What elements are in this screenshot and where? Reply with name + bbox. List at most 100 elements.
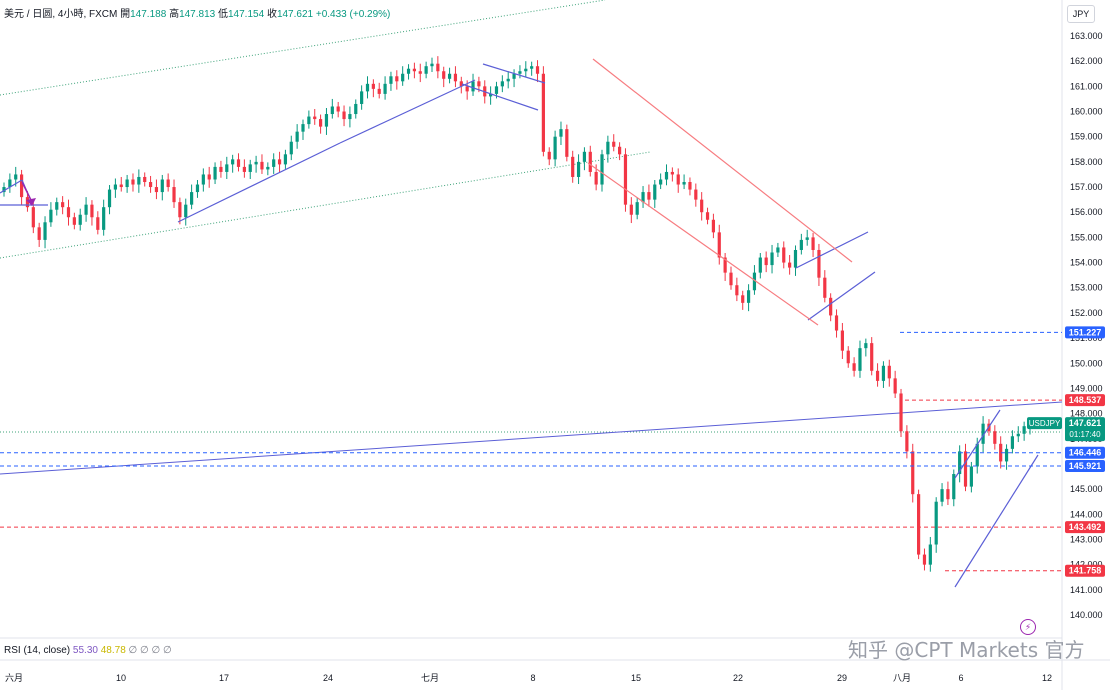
lightning-icon[interactable]: ⚡ xyxy=(1020,619,1036,635)
candle-body xyxy=(336,106,340,112)
candle-body xyxy=(37,227,41,240)
candle-body xyxy=(618,146,622,155)
candle-body xyxy=(735,285,739,296)
pattern-trendline xyxy=(807,271,876,321)
candle-body xyxy=(266,166,270,170)
y-tick-label: 140.000 xyxy=(1070,610,1103,620)
rsi-label: RSI (14, close) xyxy=(4,645,71,656)
currency-button[interactable]: JPY xyxy=(1067,5,1095,23)
candle-body xyxy=(125,179,129,188)
candle-body xyxy=(324,114,329,127)
candle-body xyxy=(612,141,616,147)
candle-body xyxy=(946,489,950,500)
candle-body xyxy=(770,252,774,266)
candle-body xyxy=(471,81,475,92)
candle-body xyxy=(746,290,751,303)
candle-body xyxy=(489,93,493,97)
candle-body xyxy=(565,129,569,157)
candle-body xyxy=(242,166,246,172)
price-tag-text: 151.227 xyxy=(1069,327,1102,337)
candle-body xyxy=(999,443,1003,462)
candle-body xyxy=(846,350,850,364)
candle-body xyxy=(84,204,88,215)
candle-body xyxy=(365,83,370,92)
candle-body xyxy=(231,159,235,165)
candle-body xyxy=(711,219,716,233)
candle-body xyxy=(154,187,159,193)
candle-body xyxy=(447,73,452,79)
open-value: 147.188 xyxy=(130,9,167,20)
candle-body xyxy=(78,214,82,225)
open-label: 開 xyxy=(120,9,131,20)
rsi-legend[interactable]: RSI (14, close) 55.30 48.78 ∅ ∅ ∅ ∅ xyxy=(4,645,172,656)
candle-body xyxy=(61,202,65,208)
candle-body xyxy=(166,179,170,188)
x-tick-label: 24 xyxy=(323,673,333,683)
candle-body xyxy=(606,141,610,155)
candle-body xyxy=(260,161,264,170)
candle-body xyxy=(647,192,651,200)
y-tick-label: 145.000 xyxy=(1070,484,1103,494)
y-tick-label: 150.000 xyxy=(1070,358,1103,368)
candle-body xyxy=(465,86,469,92)
candle-body xyxy=(905,431,909,452)
candle-body xyxy=(500,81,504,87)
symbol-tag-text: USDJPY xyxy=(1029,419,1061,428)
candle-body xyxy=(348,114,352,120)
price-tag xyxy=(1065,394,1105,407)
x-tick-label: 八月 xyxy=(893,673,911,683)
candle-body xyxy=(682,182,686,185)
y-tick-label: 153.000 xyxy=(1070,283,1103,293)
candle-body xyxy=(881,365,886,381)
candle-body xyxy=(1004,448,1009,462)
candle-body xyxy=(934,501,938,545)
candle-body xyxy=(1010,436,1015,449)
candle-body xyxy=(131,179,135,185)
candle-body xyxy=(184,204,188,218)
candle-body xyxy=(588,151,592,172)
candle-body xyxy=(975,443,979,467)
price-tag xyxy=(1065,446,1105,459)
pattern-trendline xyxy=(461,83,539,111)
candle-body xyxy=(377,88,381,94)
x-tick-label: 10 xyxy=(116,673,126,683)
candle-body xyxy=(547,151,551,160)
candle-body xyxy=(25,197,30,208)
candle-body xyxy=(893,378,897,394)
candle-body xyxy=(811,237,815,250)
candle-body xyxy=(477,81,481,87)
candle-body xyxy=(119,184,123,188)
candle-body xyxy=(864,343,868,349)
long-blue-trendline xyxy=(0,401,1063,475)
candle-body xyxy=(535,66,540,74)
high-value: 147.813 xyxy=(179,9,216,20)
y-tick-label: 157.000 xyxy=(1070,182,1103,192)
candle-body xyxy=(741,295,745,303)
candle-body xyxy=(90,204,94,218)
pattern-trendline xyxy=(177,142,341,223)
candle-body xyxy=(969,466,973,487)
candle-body xyxy=(559,129,563,137)
symbol-name[interactable]: 美元 / 日圆, 4小時, FXCM xyxy=(4,9,118,20)
candle-body xyxy=(530,66,534,69)
channel-lower-line xyxy=(587,162,819,326)
candle-body xyxy=(424,66,428,74)
candle-body xyxy=(805,237,809,240)
candle-body xyxy=(395,76,399,82)
price-tag-text: 148.537 xyxy=(1069,395,1102,405)
y-tick-label: 141.000 xyxy=(1070,585,1103,595)
candle-body xyxy=(2,187,6,193)
candle-body xyxy=(799,239,803,250)
close-label: 收 xyxy=(266,9,277,20)
candle-body xyxy=(670,171,674,175)
candle-body xyxy=(219,166,223,172)
current-price-text: 147.621 xyxy=(1069,418,1102,428)
x-tick-label: 8 xyxy=(530,673,535,683)
price-tag xyxy=(1065,326,1105,339)
candle-body xyxy=(911,451,915,495)
candle-body xyxy=(55,202,59,210)
price-tag xyxy=(1065,459,1105,472)
price-tag-text: 141.758 xyxy=(1069,566,1102,576)
candle-body xyxy=(870,343,874,371)
